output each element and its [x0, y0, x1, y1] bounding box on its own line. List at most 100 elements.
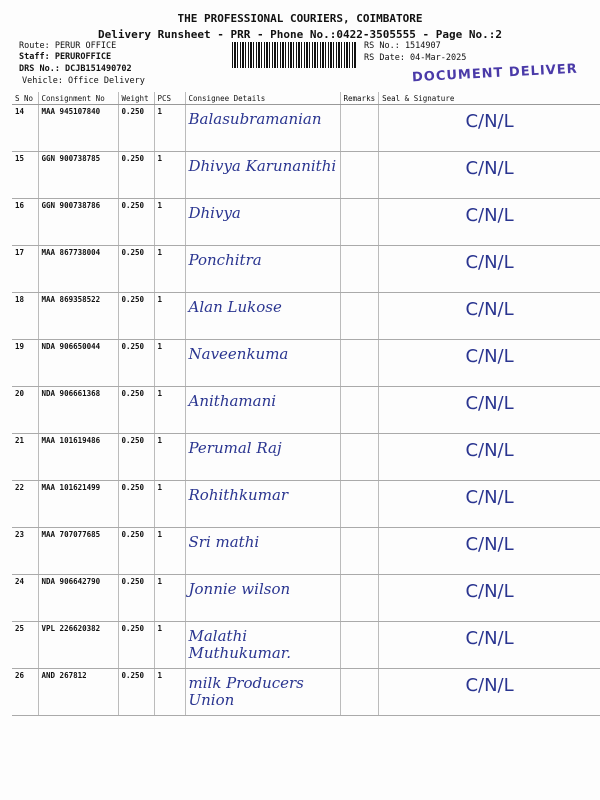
cell-w: 0.250 — [117, 621, 154, 669]
cell-sig: C/N/L — [378, 621, 600, 669]
cell-sig: C/N/L — [378, 574, 600, 622]
cell-w: 0.250 — [117, 245, 154, 293]
cell-sno: 24 — [12, 574, 38, 622]
column-header: Seal & Signature — [378, 92, 600, 105]
cell-sno: 23 — [12, 527, 38, 575]
cell-remarks — [339, 245, 379, 293]
cell-pcs: 1 — [153, 386, 185, 434]
cell-w: 0.250 — [117, 433, 154, 481]
cell-w: 0.250 — [117, 480, 154, 528]
cell-remarks — [339, 198, 379, 246]
cell-cn: NDA 906642790 — [37, 574, 118, 622]
cell-remarks — [339, 480, 379, 528]
table-row: 26 AND 267812 0.250 1 milk Producers Union C/… — [12, 668, 600, 716]
cell-pcs: 1 — [153, 433, 185, 481]
cell-name: Balasubramanian — [184, 104, 340, 152]
cell-remarks — [339, 339, 379, 387]
cell-sno: 14 — [12, 104, 38, 152]
cell-remarks — [339, 527, 379, 575]
table-row: 17 MAA 867738004 0.250 1 Ponchitra C/N/L — [12, 245, 600, 293]
cell-name: Dhivya Karunanithi — [184, 151, 340, 199]
delivered-stamp: DOCUMENT DELIVER — [411, 61, 579, 86]
cell-w: 0.250 — [117, 292, 154, 340]
vehicle: Vehicle: Office Delivery — [22, 76, 145, 86]
table-row: 22 MAA 101621499 0.250 1 Rohithkumar C/N/L — [12, 480, 600, 528]
table-row: 25 VPL 226620382 0.250 1 Malathi Muthukumar.… — [12, 621, 600, 669]
staff: Staff: PERUROFFICE — [19, 52, 112, 62]
cell-w: 0.250 — [117, 574, 154, 622]
table-row: 21 MAA 101619486 0.250 1 Perumal Raj C/N/L — [12, 433, 600, 481]
runsheet-table: S No Consignment No Weight PCS Consignee Det… — [12, 92, 600, 716]
column-header: S No — [12, 92, 38, 105]
cell-name: Sri mathi — [184, 527, 340, 575]
cell-cn: MAA 707077685 — [37, 527, 118, 575]
cell-remarks — [339, 292, 379, 340]
cell-w: 0.250 — [117, 527, 154, 575]
cell-sno: 18 — [12, 292, 38, 340]
cell-name: Malathi Muthukumar. — [184, 621, 340, 669]
route: Route: PERUR OFFICE — [19, 41, 117, 51]
table-row: 23 MAA 707077685 0.250 1 Sri mathi C/N/L — [12, 527, 600, 575]
cell-cn: NDA 906661368 — [37, 386, 118, 434]
cell-pcs: 1 — [153, 527, 185, 575]
cell-sig: C/N/L — [378, 245, 600, 293]
cell-cn: MAA 867738004 — [37, 245, 118, 293]
cell-remarks — [339, 433, 379, 481]
cell-name: Alan Lukose — [184, 292, 340, 340]
cell-pcs: 1 — [153, 292, 185, 340]
cell-cn: GGN 900738785 — [37, 151, 118, 199]
cell-w: 0.250 — [117, 198, 154, 246]
cell-remarks — [339, 151, 379, 199]
cell-pcs: 1 — [153, 668, 185, 716]
runsheet-subtitle: Delivery Runsheet - PRR - Phone No.:0422… — [98, 28, 502, 41]
cell-sno: 15 — [12, 151, 38, 199]
cell-name: Jonnie wilson — [184, 574, 340, 622]
cell-sno: 26 — [12, 668, 38, 716]
header-row: S No Consignment No Weight PCS Consignee Det… — [12, 92, 600, 105]
cell-cn: GGN 900738786 — [37, 198, 118, 246]
cell-name: Rohithkumar — [184, 480, 340, 528]
drs-no: DRS No.: DCJB151490702 — [19, 64, 132, 74]
cell-remarks — [339, 386, 379, 434]
cell-sno: 22 — [12, 480, 38, 528]
cell-cn: MAA 101621499 — [37, 480, 118, 528]
cell-sno: 21 — [12, 433, 38, 481]
cell-sig: C/N/L — [378, 198, 600, 246]
cell-sno: 19 — [12, 339, 38, 387]
table-row: 18 MAA 869358522 0.250 1 Alan Lukose C/N/L — [12, 292, 600, 340]
cell-name: Anithamani — [184, 386, 340, 434]
table-row: 16 GGN 900738786 0.250 1 Dhivya C/N/L — [12, 198, 600, 246]
cell-pcs: 1 — [153, 621, 185, 669]
cell-sno: 20 — [12, 386, 38, 434]
cell-sig: C/N/L — [378, 292, 600, 340]
cell-pcs: 1 — [153, 480, 185, 528]
cell-pcs: 1 — [153, 574, 185, 622]
cell-name: milk Producers Union — [184, 668, 340, 716]
cell-pcs: 1 — [153, 339, 185, 387]
table-row: 15 GGN 900738785 0.250 1 Dhivya Karunanithi C… — [12, 151, 600, 199]
cell-sig: C/N/L — [378, 386, 600, 434]
cell-sig: C/N/L — [378, 151, 600, 199]
cell-sig: C/N/L — [378, 339, 600, 387]
cell-sno: 17 — [12, 245, 38, 293]
cell-name: Ponchitra — [184, 245, 340, 293]
table-row: 20 NDA 906661368 0.250 1 Anithamani C/N/L — [12, 386, 600, 434]
cell-w: 0.250 — [117, 386, 154, 434]
cell-sig: C/N/L — [378, 104, 600, 152]
cell-remarks — [339, 621, 379, 669]
cell-pcs: 1 — [153, 245, 185, 293]
cell-cn: MAA 869358522 — [37, 292, 118, 340]
column-header: Consignment No — [37, 92, 118, 105]
rs-date: RS Date: 04-Mar-2025 — [364, 53, 467, 63]
cell-sig: C/N/L — [378, 480, 600, 528]
cell-remarks — [339, 104, 379, 152]
barcode — [232, 42, 356, 68]
cell-sig: C/N/L — [378, 433, 600, 481]
column-header: Consignee Details — [184, 92, 340, 105]
cell-sig: C/N/L — [378, 527, 600, 575]
column-header: Weight — [117, 92, 154, 105]
cell-pcs: 1 — [153, 104, 185, 152]
cell-remarks — [339, 574, 379, 622]
table-row: 24 NDA 906642790 0.250 1 Jonnie wilson C/N/L — [12, 574, 600, 622]
table-row: 19 NDA 906650044 0.250 1 Naveenkuma C/N/L — [12, 339, 600, 387]
